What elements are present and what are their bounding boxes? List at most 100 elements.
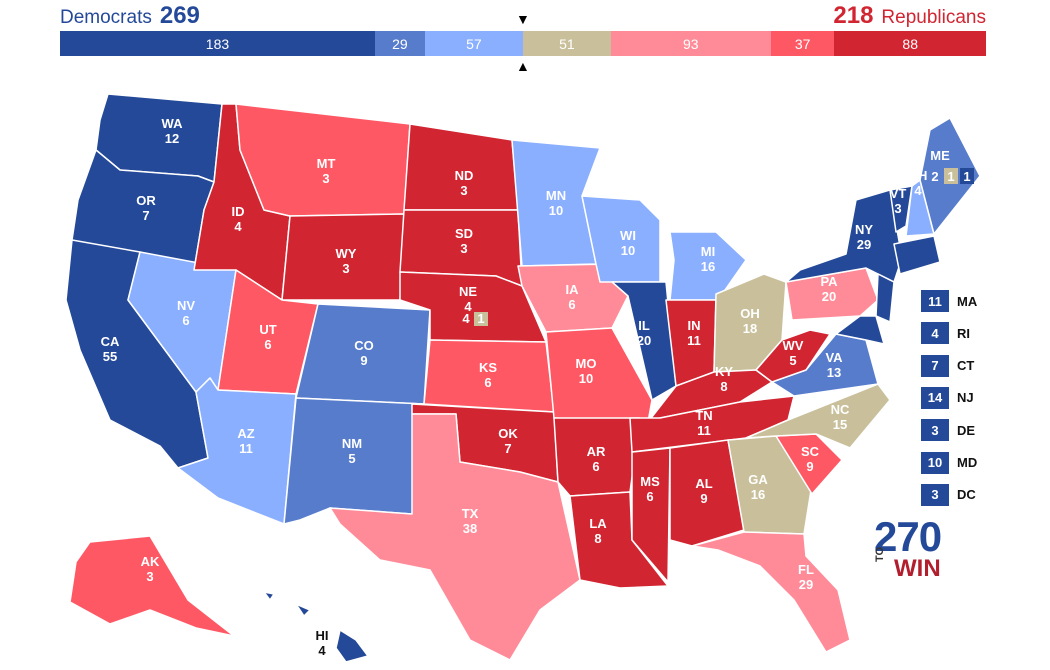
state-label-vt: VT bbox=[890, 186, 907, 201]
state-vt[interactable] bbox=[889, 185, 913, 233]
democrats-total: Democrats 269 bbox=[60, 2, 200, 30]
small-state-md[interactable]: 10 MD bbox=[921, 451, 978, 474]
state-al[interactable] bbox=[669, 439, 745, 547]
small-state-ri[interactable]: 4 RI bbox=[921, 322, 970, 345]
state-label-nc: NC bbox=[831, 402, 850, 417]
small-state-abbr: MA bbox=[957, 293, 978, 309]
state-ev-ia: 6 bbox=[568, 297, 575, 312]
small-state-ev-box[interactable]: 14 bbox=[921, 386, 949, 409]
state-ev-mi: 16 bbox=[701, 259, 715, 274]
state-wv[interactable] bbox=[755, 329, 831, 383]
state-ev-il: 20 bbox=[637, 333, 651, 348]
state-ev-pa: 20 bbox=[822, 289, 836, 304]
state-ev-ok: 7 bbox=[504, 441, 511, 456]
state-label-ia: IA bbox=[566, 282, 580, 297]
state-nc[interactable] bbox=[745, 383, 891, 449]
small-state-abbr: CT bbox=[957, 358, 975, 374]
state-ev-id: 4 bbox=[234, 219, 242, 234]
state-ny[interactable] bbox=[785, 189, 903, 283]
state-label-nh: NH bbox=[909, 168, 928, 183]
me-district1-ev: 1 bbox=[947, 169, 954, 184]
state-label-tn: TN bbox=[695, 408, 712, 423]
state-hi[interactable] bbox=[263, 591, 369, 663]
state-label-sc: SC bbox=[801, 444, 820, 459]
state-label-wi: WI bbox=[620, 228, 636, 243]
small-state-ma[interactable]: 11 MA bbox=[921, 290, 977, 312]
state-ev-nh: 4 bbox=[914, 183, 922, 198]
270towin-logo[interactable]: 270 TO WIN bbox=[874, 516, 948, 584]
small-state-dc[interactable]: 3 DC bbox=[921, 483, 976, 506]
state-label-va: VA bbox=[825, 350, 843, 365]
small-state-ct[interactable]: 7 CT bbox=[921, 354, 975, 377]
me-district2-box[interactable] bbox=[960, 168, 974, 184]
state-ev-nc: 15 bbox=[833, 417, 847, 432]
small-state-de[interactable]: 3 DE bbox=[921, 419, 976, 442]
bar-segment-safe-rep[interactable]: 88 bbox=[834, 31, 986, 56]
bar-segment-tossup[interactable]: 51 bbox=[522, 31, 611, 56]
state-label-oh: OH bbox=[740, 306, 760, 321]
logo-number: 270 bbox=[874, 513, 942, 560]
state-fl[interactable] bbox=[691, 531, 851, 653]
bar-segment-likely-dem[interactable]: 29 bbox=[374, 31, 425, 56]
small-state-abbr: NJ bbox=[957, 390, 974, 406]
state-label-ne: NE bbox=[459, 284, 477, 299]
small-state-abbr: DC bbox=[957, 487, 976, 503]
state-ms[interactable] bbox=[631, 447, 671, 583]
ne-statewide-ev: 4 bbox=[462, 311, 470, 326]
state-label-nd: ND bbox=[455, 168, 474, 183]
small-state-ev-box[interactable]: 11 bbox=[921, 290, 949, 312]
small-state-abbr: MD bbox=[957, 455, 978, 470]
small-state-nj[interactable]: 14 NJ bbox=[921, 386, 974, 409]
state-ev-sc: 9 bbox=[806, 459, 813, 474]
state-label-fl: FL bbox=[798, 562, 814, 577]
republicans-label: Republicans bbox=[881, 7, 986, 28]
state-la[interactable] bbox=[569, 491, 669, 589]
me-statewide-ev: 2 bbox=[931, 169, 938, 184]
state-ev-co: 9 bbox=[360, 353, 367, 368]
state-label-in: IN bbox=[688, 318, 701, 333]
republicans-electoral-votes: 218 bbox=[833, 2, 874, 29]
bar-segment-lean-dem[interactable]: 57 bbox=[424, 31, 523, 56]
state-ev-tx: 38 bbox=[463, 521, 477, 536]
state-label-pa: PA bbox=[820, 274, 838, 289]
bar-segment-safe-dem[interactable]: 183 bbox=[60, 31, 375, 56]
state-label-wa: WA bbox=[162, 116, 184, 131]
state-label-mo: MO bbox=[576, 356, 597, 371]
state-il[interactable] bbox=[611, 281, 677, 401]
logo-win: WIN bbox=[894, 555, 941, 582]
me-label: ME bbox=[930, 148, 950, 163]
state-label-wv: WV bbox=[783, 338, 804, 353]
small-state-ev-box[interactable]: 4 bbox=[921, 322, 949, 345]
small-state-ev-box[interactable]: 10 bbox=[921, 451, 949, 474]
state-ev-nd: 3 bbox=[460, 183, 467, 198]
me-district2-ev: 1 bbox=[963, 169, 970, 184]
state-ev-nv: 6 bbox=[182, 313, 189, 328]
democrats-electoral-votes: 269 bbox=[159, 2, 200, 29]
state-ev-wy: 3 bbox=[342, 261, 349, 276]
state-label-mn: MN bbox=[546, 188, 566, 203]
small-state-ev-box[interactable]: 3 bbox=[921, 483, 949, 506]
state-ev-tn: 11 bbox=[697, 423, 711, 438]
state-md-de[interactable] bbox=[835, 315, 885, 345]
state-mo[interactable] bbox=[545, 327, 653, 423]
ne-district-box[interactable] bbox=[474, 312, 488, 326]
bar-segment-lean-rep[interactable]: 93 bbox=[610, 31, 771, 56]
state-ev-ar: 6 bbox=[592, 459, 599, 474]
state-ev-wi: 10 bbox=[621, 243, 635, 258]
state-label-mt: MT bbox=[317, 156, 336, 171]
state-ev-ks: 6 bbox=[484, 375, 491, 390]
small-state-abbr: DE bbox=[957, 422, 976, 438]
state-nj[interactable] bbox=[875, 273, 895, 323]
me-district1-box[interactable] bbox=[944, 168, 958, 184]
democrats-label: Democrats bbox=[60, 7, 152, 28]
state-ak[interactable] bbox=[69, 535, 235, 637]
state-label-ny: NY bbox=[855, 222, 873, 237]
small-state-ev-box[interactable]: 7 bbox=[921, 354, 949, 377]
state-ev-mt: 3 bbox=[322, 171, 329, 186]
state-ev-ut: 6 bbox=[264, 337, 271, 352]
state-ev-mn: 10 bbox=[549, 203, 563, 218]
small-state-ev-box[interactable]: 3 bbox=[921, 419, 949, 442]
bar-segment-likely-rep[interactable]: 37 bbox=[770, 31, 835, 56]
state-tx[interactable] bbox=[329, 413, 581, 661]
